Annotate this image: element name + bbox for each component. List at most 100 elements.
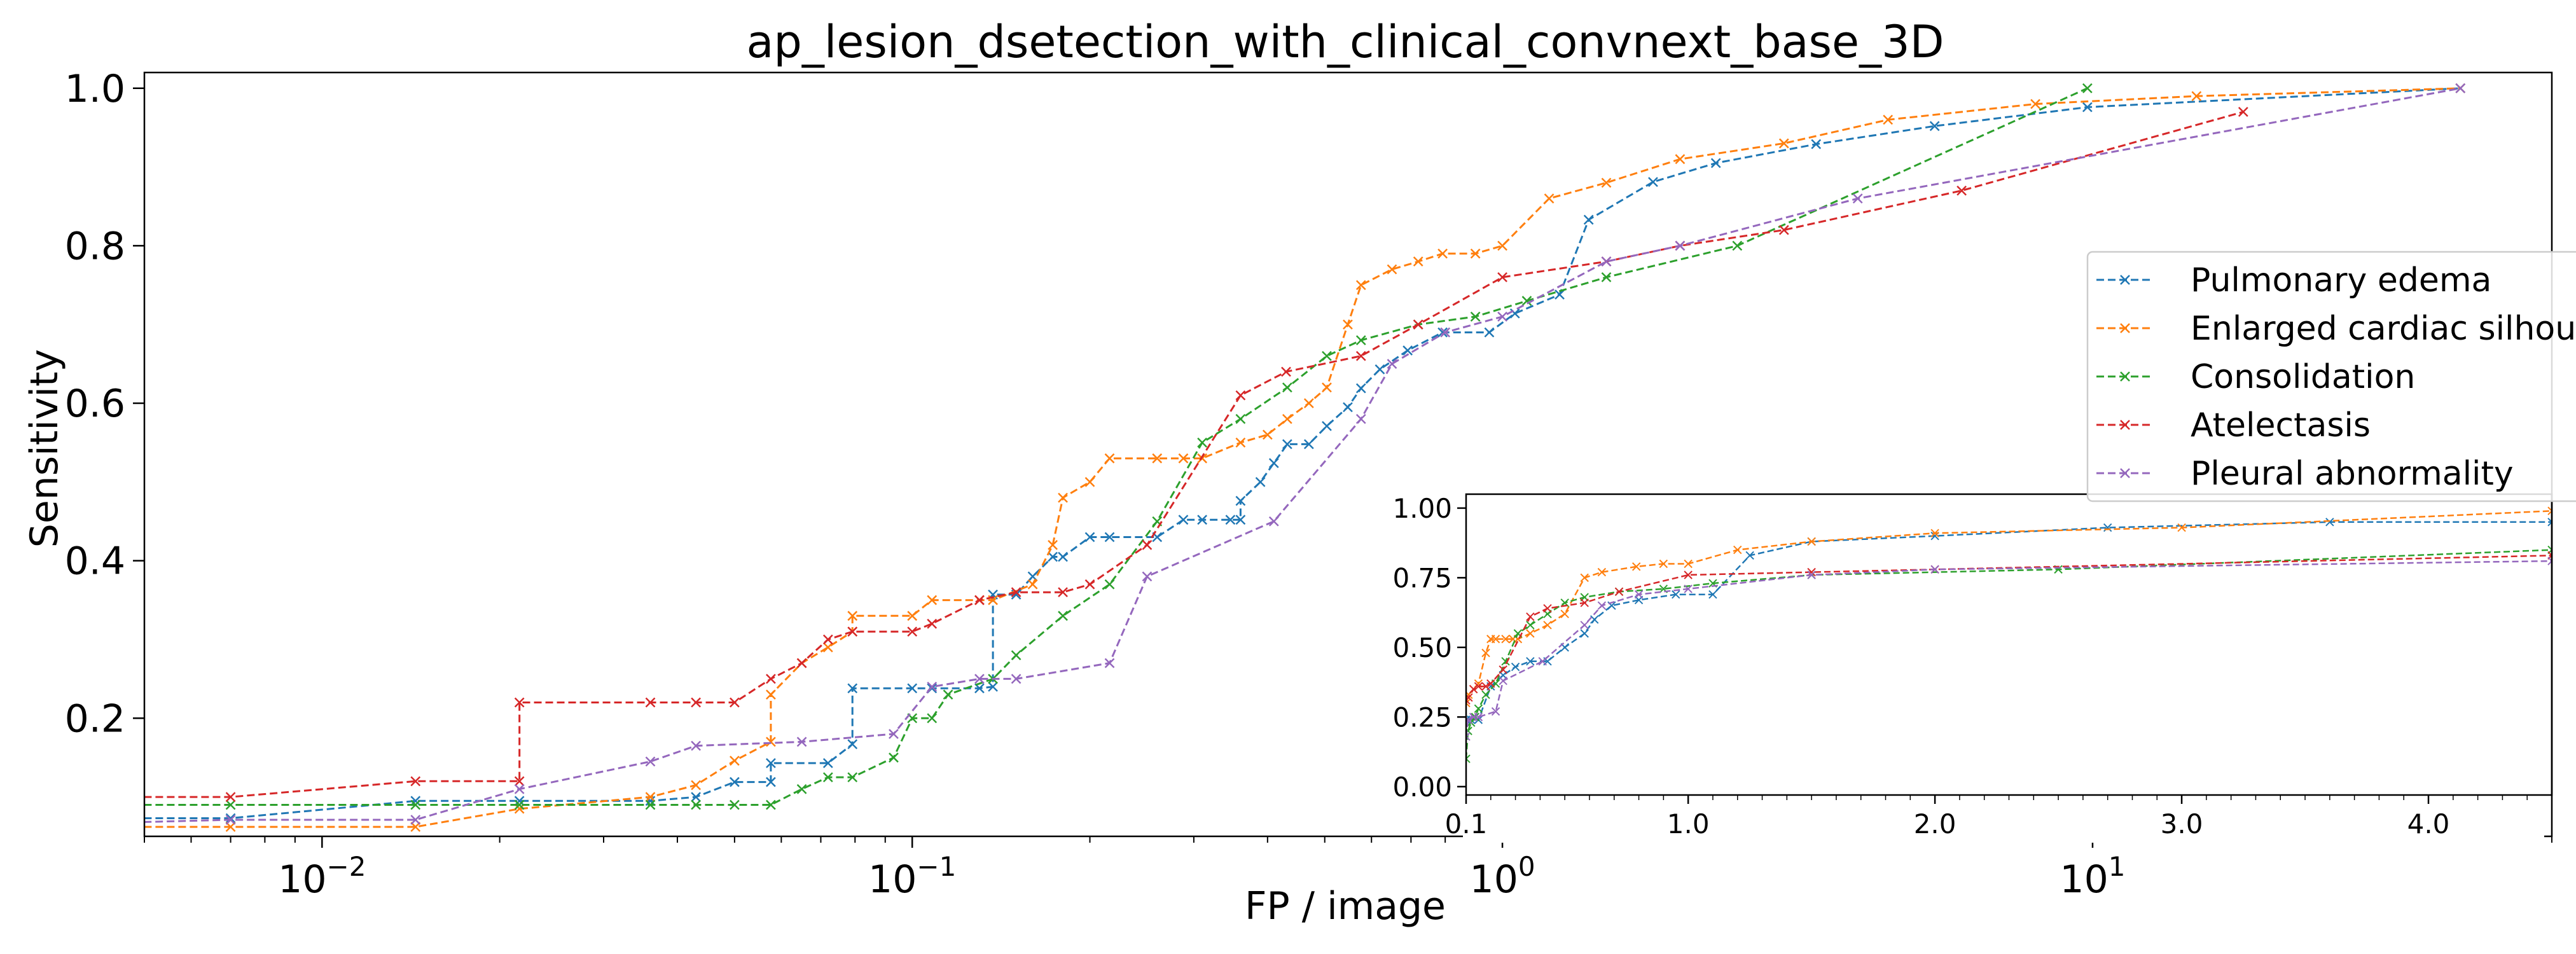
data-point [847, 683, 858, 694]
data-point [889, 752, 899, 763]
inset-data-point [1684, 570, 1693, 579]
data-point [1355, 413, 1366, 424]
data-point [1956, 185, 1967, 196]
data-point [1235, 515, 1246, 525]
data-point [1282, 439, 1292, 450]
inset-data-point [1580, 621, 1589, 630]
data-point [1778, 225, 1789, 235]
data-point [1852, 193, 1863, 204]
data-point [847, 739, 858, 750]
data-point [1084, 579, 1095, 590]
x-axis-label: FP / image [1245, 884, 1446, 929]
legend-item-pleural-abnormality: Pleural abnormality [2096, 455, 2514, 493]
x-tick-label: 10−2 [278, 851, 366, 902]
data-point [1104, 453, 1115, 464]
inset-data-point [1491, 635, 1500, 644]
data-point [927, 681, 938, 692]
data-point [514, 784, 525, 794]
inset-data-point [1466, 754, 1471, 763]
data-point [1497, 272, 1507, 282]
data-point [1601, 256, 1612, 267]
inset-data-point [1614, 587, 1624, 596]
data-point [822, 642, 833, 653]
y-tick-label: 0.2 [65, 696, 125, 741]
legend-item-atelectasis: Atelectasis [2096, 406, 2371, 445]
data-point [766, 736, 776, 747]
data-point [691, 780, 701, 791]
data-point [514, 697, 525, 708]
data-point [1343, 319, 1353, 330]
legend-label: Enlarged cardiac silhouette [2191, 310, 2576, 348]
data-point [410, 799, 421, 810]
inset-data-point [2177, 523, 2186, 532]
inset-axes-group: 0.1 1.0 2.0 3.0 4.0 0.00 0.25 0.50 0.75 1.00 [1392, 493, 2553, 840]
inset-data-point [1684, 559, 1693, 569]
data-point [847, 772, 858, 783]
data-point [410, 815, 421, 825]
inset-data-point [1481, 648, 1490, 658]
inset-data-point [1580, 573, 1589, 583]
inset-data-point [1481, 682, 1490, 691]
data-point [1235, 438, 1246, 448]
legend-swatch-marker [2120, 420, 2130, 430]
data-point [1601, 177, 1612, 188]
inset-data-point [2547, 506, 2552, 515]
data-point [1142, 571, 1153, 582]
data-point [410, 796, 421, 806]
data-point [1225, 515, 1236, 525]
legend-swatch-marker [2120, 468, 2130, 478]
data-point [822, 634, 833, 645]
x-tick-label: 10−1 [868, 851, 956, 902]
inset-data-point [1526, 657, 1535, 666]
data-point [847, 626, 858, 637]
data-point [1322, 350, 1332, 361]
inset-data-point [1466, 716, 1472, 724]
inset-data-point [1930, 565, 1939, 574]
inset-data-point [1708, 590, 1717, 599]
inset-data-point [1466, 693, 1473, 702]
inset-series-atelectasis [1466, 551, 2552, 705]
data-point [1178, 453, 1189, 464]
data-point [1058, 551, 1068, 562]
inset-data-point [1745, 551, 1754, 560]
y-tick-label: 0.6 [65, 382, 125, 426]
data-point [1929, 121, 1940, 132]
inset-data-point [1499, 676, 1507, 686]
data-point [225, 799, 236, 810]
inset-data-point [1807, 570, 1816, 579]
inset-data-point [1597, 601, 1607, 610]
data-point [225, 813, 236, 824]
data-point [1178, 515, 1189, 525]
main-axes-group: 10−2 10−1 100 101 0.2 0.4 0.6 0.8 1.0 [65, 67, 2553, 902]
x-tick-label: 100 [1470, 851, 1535, 902]
series-line [144, 87, 2461, 828]
inset-data-point [1543, 604, 1552, 613]
data-point [927, 595, 938, 605]
data-point [766, 799, 776, 810]
data-point [2082, 102, 2093, 113]
data-point [1437, 248, 1448, 259]
data-point [1484, 327, 1495, 338]
data-point [1811, 139, 1822, 149]
inset-data-point [1580, 629, 1589, 638]
chart-title: ap_lesion_dsetection_with_clinical_convn… [746, 16, 1944, 68]
legend: Pulmonary edema Enlarged cardiac silhouet… [2086, 251, 2576, 502]
inset-x-tick-label: 1.0 [1667, 808, 1710, 840]
data-point [1084, 532, 1095, 543]
y-tick-label: 1.0 [65, 67, 125, 111]
data-point [2191, 91, 2202, 102]
data-point [1255, 476, 1266, 487]
data-point [1104, 532, 1115, 543]
data-point [691, 740, 701, 751]
inset-data-point [1474, 682, 1483, 691]
data-point [1104, 658, 1115, 668]
legend-box [2086, 251, 2576, 502]
data-point [691, 799, 701, 810]
data-point [1778, 138, 1789, 149]
data-point [1235, 413, 1246, 424]
data-point [1883, 114, 1894, 125]
data-point [1322, 421, 1332, 431]
legend-item-enlarged-cardiac-silhouette: Enlarged cardiac silhouette [2096, 310, 2576, 348]
legend-swatch-marker [2120, 371, 2130, 382]
